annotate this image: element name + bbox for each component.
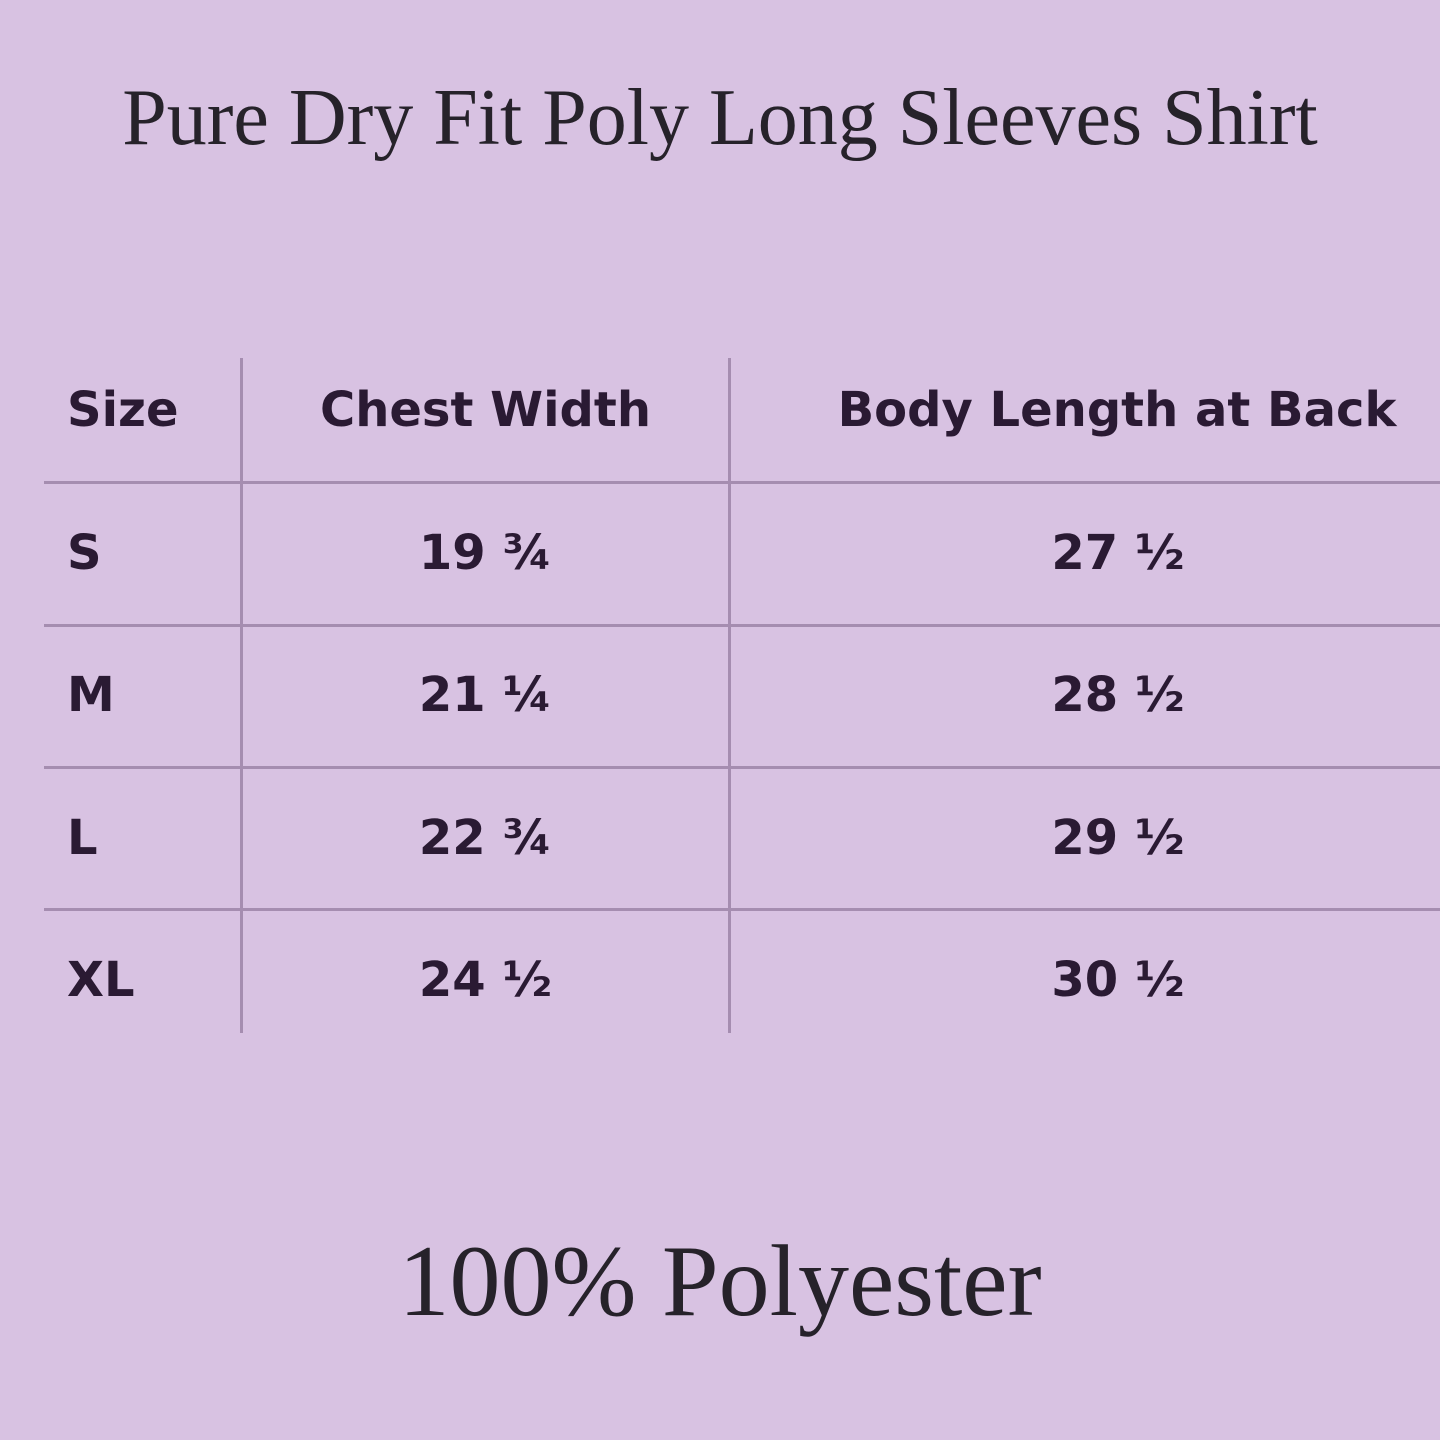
size-cell: S [67,525,102,581]
material-label: 100% Polyester [398,1225,1042,1338]
chest-cell: 21 ¼ [418,667,553,723]
header-size: Size [67,382,179,438]
page-title: Pure Dry Fit Poly Long Sleeves Shirt [122,74,1318,162]
row-divider [44,624,1440,627]
length-cell: 29 ½ [1051,810,1185,866]
chest-cell: 22 ¾ [418,810,553,866]
length-cell: 28 ½ [1051,667,1185,723]
length-cell: 27 ½ [1051,525,1185,581]
chest-cell: 19 ¾ [418,525,553,581]
chest-cell: 24 ½ [418,952,553,1008]
size-cell: XL [67,952,135,1008]
row-divider [44,766,1440,769]
header-body-length: Body Length at Back [837,382,1397,438]
size-cell: L [67,810,98,866]
row-divider [44,908,1440,911]
size-cell: M [67,667,115,723]
length-cell: 30 ½ [1051,952,1185,1008]
column-divider [728,358,731,1033]
header-chest-width: Chest Width [319,382,652,438]
column-divider [240,358,243,1033]
row-divider [44,481,1440,484]
